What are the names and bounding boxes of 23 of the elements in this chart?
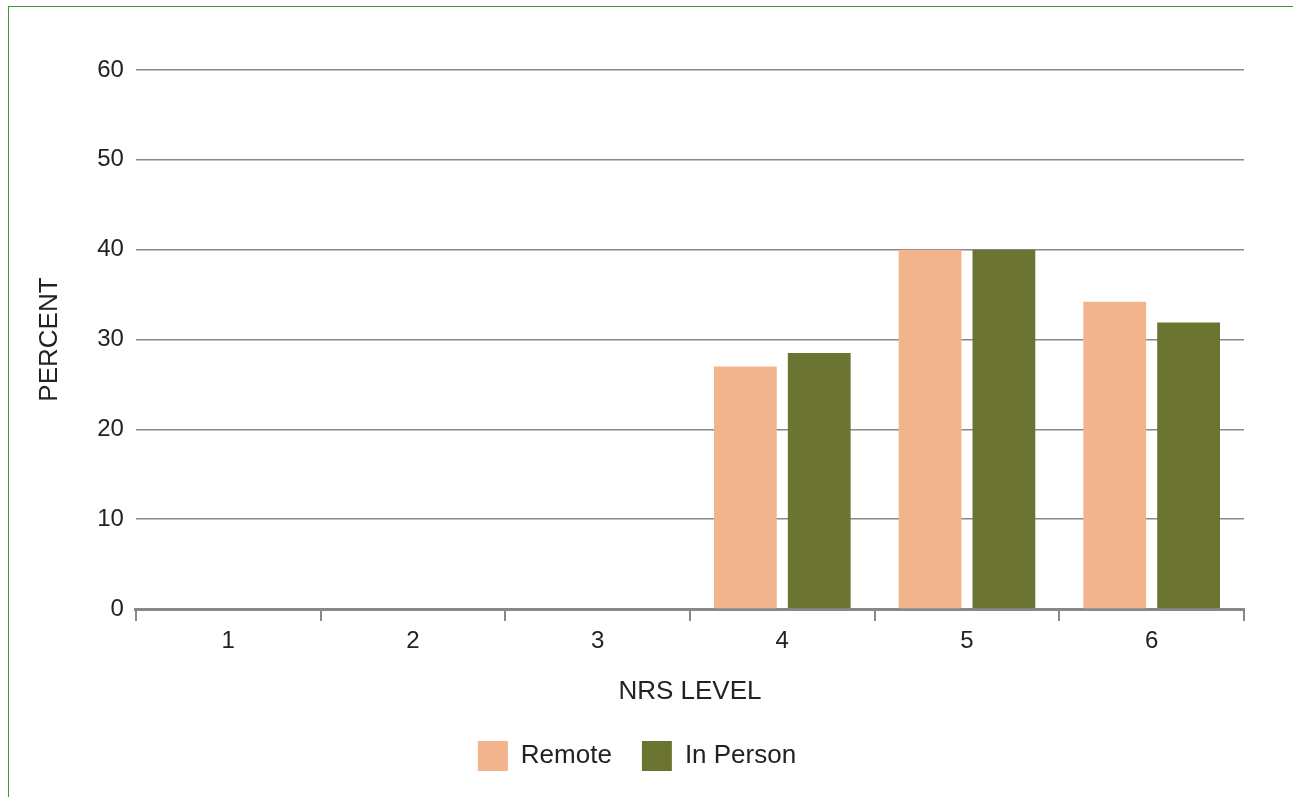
y-tick-label: 0 <box>110 593 124 621</box>
y-tick-label: 30 <box>97 324 124 352</box>
y-tick-label: 40 <box>97 234 124 262</box>
bar <box>1083 301 1147 609</box>
bar <box>972 249 1036 609</box>
legend-label: Remote <box>520 739 612 770</box>
bar <box>898 249 962 609</box>
x-tick-label: 6 <box>1144 626 1159 654</box>
y-tick-label: 60 <box>97 54 124 82</box>
x-tick-label: 1 <box>221 626 235 654</box>
y-tick-label: 20 <box>97 413 124 441</box>
x-tick-label: 3 <box>590 626 605 654</box>
x-tick-label: 4 <box>775 626 789 654</box>
bar <box>1157 322 1220 609</box>
bar <box>787 352 851 609</box>
y-axis-title: PERCENT <box>32 277 63 402</box>
x-tick-label: 2 <box>406 626 420 654</box>
y-tick-label: 10 <box>97 503 124 531</box>
x-tick-label: 5 <box>960 626 974 654</box>
legend-label: In Person <box>684 739 797 770</box>
bar <box>713 366 777 609</box>
x-axis-title: NRS LEVEL <box>618 674 762 705</box>
y-tick-label: 50 <box>97 144 124 172</box>
